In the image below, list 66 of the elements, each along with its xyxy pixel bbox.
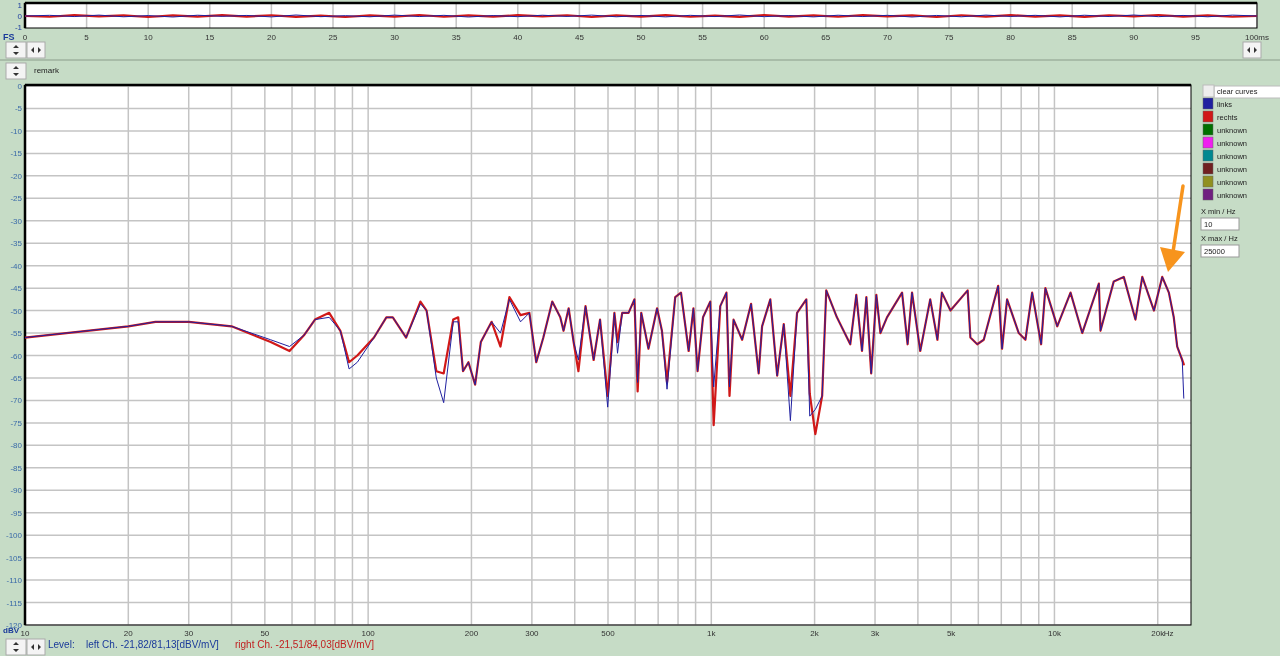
x-tick-label: 45 — [574, 33, 585, 42]
y-tick-label: -50 — [10, 306, 23, 316]
text: Level: — [48, 639, 75, 650]
text: remark — [34, 66, 60, 75]
y-tick-label: 0 — [17, 12, 23, 21]
y-tick-label: 0 — [17, 82, 23, 91]
x-tick-label: 60 — [759, 33, 770, 42]
x-tick-label: 20 — [123, 629, 134, 638]
y-tick-label: -10 — [10, 126, 23, 136]
x-tick-label: 75 — [944, 33, 954, 42]
x-tick-label: 65 — [821, 33, 831, 42]
y-tick-label: -80 — [10, 441, 23, 451]
y-tick-label: -5 — [14, 104, 23, 114]
y-tick-label: -20 — [10, 171, 23, 181]
y-tick-label: 1 — [17, 1, 23, 10]
x-tick-label: 90 — [1129, 33, 1139, 42]
x-tick-label: 55 — [698, 33, 708, 42]
y-tick-label: -75 — [10, 418, 23, 428]
x-tick-label: 80 — [1006, 33, 1016, 42]
x-tick-label: 10 — [143, 33, 154, 42]
x-tick-label: 70 — [882, 33, 893, 42]
y-tick-label: -15 — [10, 149, 23, 159]
y-tick-label: -45 — [10, 284, 23, 294]
x-tick-label: 3k — [870, 629, 881, 638]
y-tick-label: -40 — [10, 261, 23, 271]
x-tick-label: 85 — [1067, 33, 1078, 42]
x-tick-label: 5 — [84, 33, 90, 42]
x-tick-label: 200 — [464, 629, 479, 638]
y-tick-label: -1 — [14, 23, 23, 32]
x-tick-label: 20 — [266, 33, 277, 42]
y-tick-label: -115 — [6, 598, 23, 608]
y-tick-label: -105 — [5, 553, 23, 563]
y-tick-label: -90 — [10, 486, 23, 496]
y-tick-label: -35 — [10, 239, 23, 249]
y-tick-label: -70 — [10, 396, 23, 406]
y-tick-label: -110 — [6, 576, 23, 586]
x-tick-label: 35 — [451, 33, 462, 42]
text: right Ch. -21,51/84,03[dBV/mV] — [235, 639, 375, 650]
x-tick-label: 5k — [946, 629, 957, 638]
y-tick-label: -95 — [10, 508, 23, 518]
x-tick-label: 95 — [1190, 33, 1201, 42]
x-tick-label: 40 — [513, 33, 523, 42]
x-tick-label: 30 — [184, 629, 194, 638]
x-tick-label: 30 — [390, 33, 400, 42]
y-tick-label: -25 — [10, 194, 23, 204]
x-tick-label: 10 — [20, 629, 30, 638]
x-tick-label: 300 — [525, 629, 540, 638]
x-tick-label: 100ms — [1244, 33, 1270, 42]
x-tick-label: 2k — [810, 629, 820, 638]
x-tick-label: 25 — [328, 33, 338, 42]
x-tick-label: 1k — [707, 629, 717, 638]
y-tick-label: -60 — [10, 351, 23, 361]
y-tick-label: -55 — [10, 329, 23, 339]
y-axis-title: FS — [3, 32, 15, 42]
x-tick-label: 50 — [636, 33, 646, 42]
text: left Ch. -21,82/81,13[dBV/mV] — [86, 639, 220, 650]
x-tick-label: 10k — [1047, 629, 1062, 638]
x-axis-title: Hz — [1163, 629, 1174, 638]
x-tick-label: 500 — [601, 629, 616, 638]
y-tick-label: -65 — [10, 373, 23, 383]
x-tick-label: 15 — [205, 33, 215, 42]
y-tick-label: -85 — [10, 463, 23, 473]
x-tick-label: 100 — [361, 629, 376, 638]
x-tick-label: 50 — [260, 629, 270, 638]
y-tick-label: -30 — [10, 216, 23, 226]
y-tick-label: -100 — [5, 531, 23, 541]
